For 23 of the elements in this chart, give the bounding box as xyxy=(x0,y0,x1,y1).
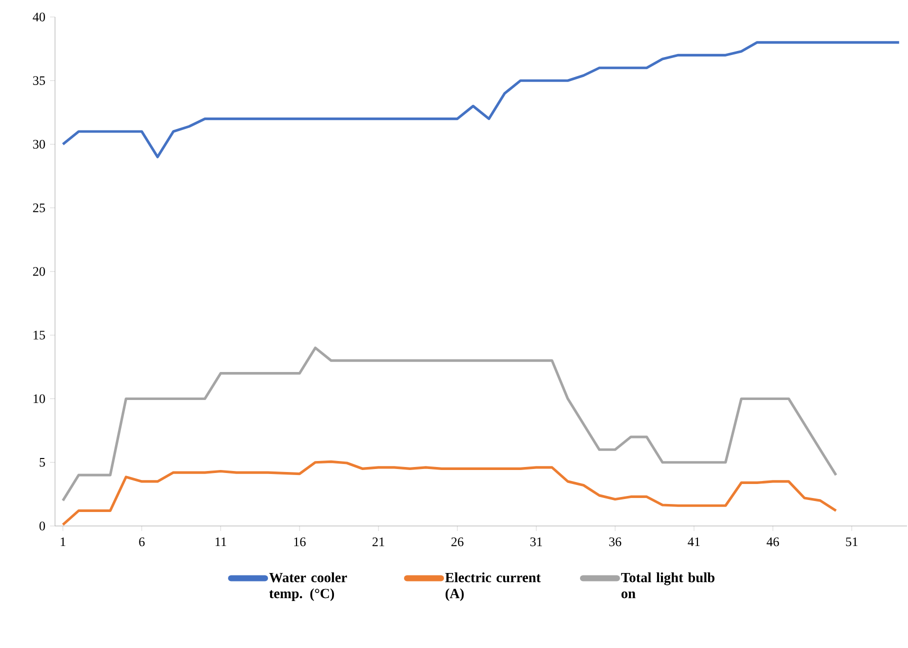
y-tick-label: 25 xyxy=(33,204,45,212)
legend-label: Total light bulb on xyxy=(621,572,714,598)
x-tick-label: 16 xyxy=(294,538,306,546)
x-tick-label: 36 xyxy=(609,538,622,546)
y-tick-label: 5 xyxy=(40,458,45,467)
x-tick-label: 11 xyxy=(216,538,226,546)
y-tick-label: 35 xyxy=(33,76,45,85)
x-tick-label: 51 xyxy=(846,538,858,546)
y-tick-label: 15 xyxy=(34,330,45,340)
y-tick-label: 0 xyxy=(40,522,45,530)
y-tick-label: 20 xyxy=(33,267,45,276)
y-tick-label: 30 xyxy=(33,140,45,149)
x-tick-label: 1 xyxy=(60,538,66,546)
x-tick-label: 21 xyxy=(372,538,384,546)
legend-label: Electric current (A) xyxy=(445,572,541,602)
legend-label: Water cooler temp. (°C) xyxy=(269,572,347,602)
x-tick-label: 26 xyxy=(451,538,464,546)
y-tick-label: 10 xyxy=(34,394,45,404)
x-tick-label: 6 xyxy=(139,538,145,546)
x-tick-label: 31 xyxy=(530,538,542,546)
x-tick-label: 46 xyxy=(766,538,779,546)
y-tick-label: 40 xyxy=(32,12,45,22)
x-tick-label: 41 xyxy=(688,538,700,546)
